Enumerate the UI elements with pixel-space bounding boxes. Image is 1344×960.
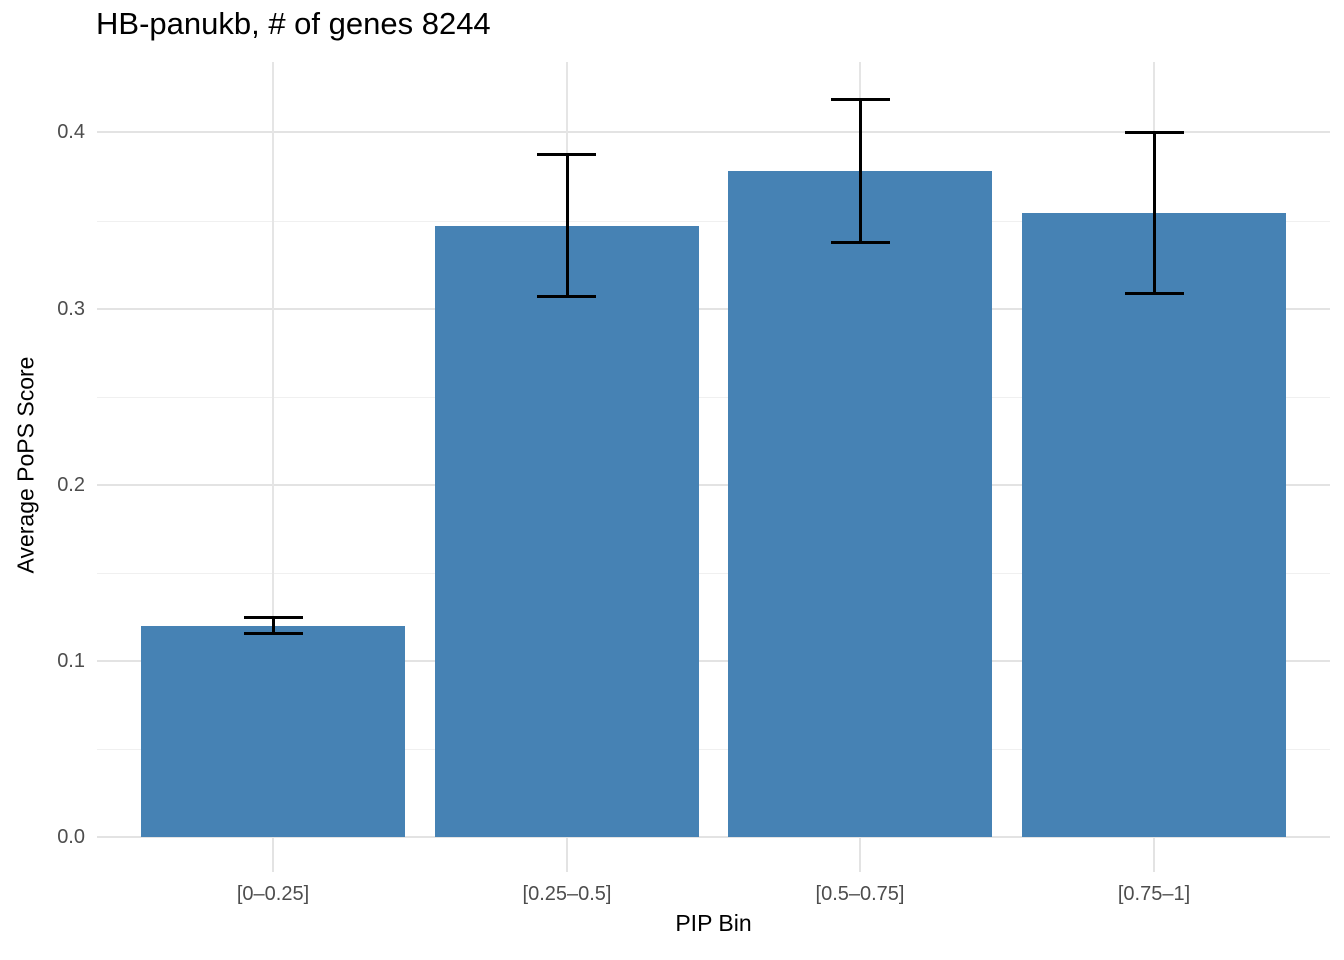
bar xyxy=(141,626,405,837)
y-tick-label: 0.1 xyxy=(57,650,85,672)
error-bar-cap-bottom xyxy=(1125,292,1184,295)
gridline-major xyxy=(97,836,1330,838)
gridline-minor xyxy=(97,397,1330,398)
gridline-minor xyxy=(97,749,1330,750)
x-tick-label: [0–0.25] xyxy=(236,883,310,905)
error-bar-cap-top xyxy=(1125,131,1184,134)
y-tick-label: 0.0 xyxy=(57,826,85,848)
gridline-major xyxy=(97,484,1330,486)
error-bar-stem xyxy=(859,99,862,242)
x-tick-mark xyxy=(272,838,274,872)
error-bar-cap-bottom xyxy=(831,241,890,244)
gridline-major xyxy=(97,131,1330,133)
y-tick-label: 0.3 xyxy=(57,298,85,320)
bar xyxy=(728,171,992,837)
error-bar-cap-bottom xyxy=(537,295,596,298)
x-tick-label: [0.25–0.5] xyxy=(522,883,612,905)
x-tick-mark xyxy=(1153,838,1155,872)
x-tick-label: [0.5–0.75] xyxy=(815,883,905,905)
gridline-major xyxy=(97,660,1330,662)
plot-title: HB-panukb, # of genes 8244 xyxy=(96,6,491,41)
error-bar-cap-top xyxy=(537,153,596,156)
x-tick-label: [0.75–1] xyxy=(1117,883,1191,905)
y-tick-label: 0.2 xyxy=(57,474,85,496)
error-bar-cap-top xyxy=(831,98,890,101)
x-tick-mark xyxy=(859,838,861,872)
gridline-minor xyxy=(97,573,1330,574)
bar xyxy=(435,226,699,837)
error-bar-stem xyxy=(1153,132,1156,292)
y-axis-title: Average PoPS Score xyxy=(12,356,39,574)
gridline-minor xyxy=(97,221,1330,222)
error-bar-cap-bottom xyxy=(244,632,303,635)
y-tick-label: 0.4 xyxy=(57,121,85,143)
x-tick-mark xyxy=(566,838,568,872)
bar xyxy=(1022,213,1286,837)
error-bar-stem xyxy=(272,617,275,633)
x-axis-title: PIP Bin xyxy=(675,910,752,936)
error-bar-cap-top xyxy=(244,616,303,619)
gridline-major xyxy=(97,308,1330,310)
gridline-vertical xyxy=(272,62,274,837)
error-bar-stem xyxy=(566,154,569,297)
